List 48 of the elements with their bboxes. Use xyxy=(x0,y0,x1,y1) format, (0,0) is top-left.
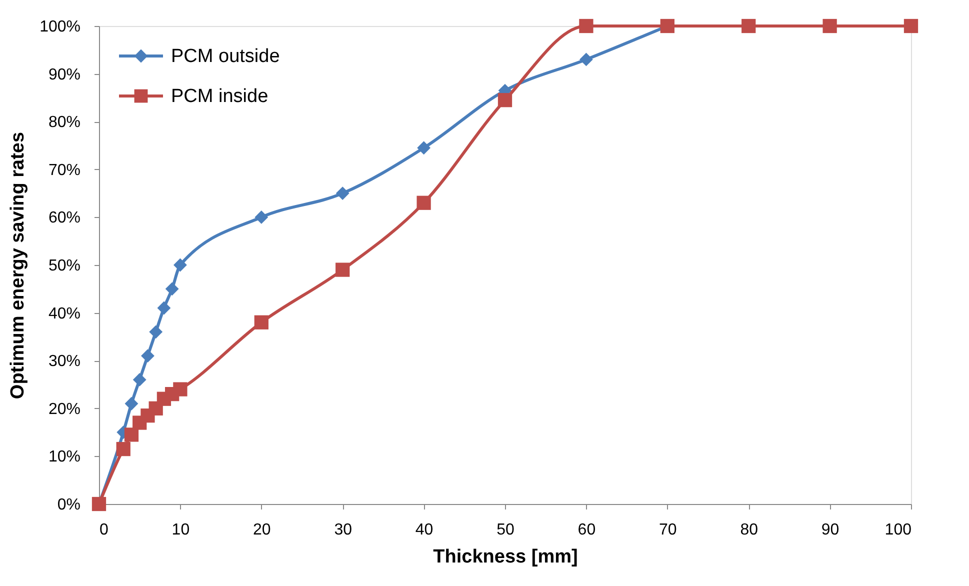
point xyxy=(336,262,350,277)
x-tick-label: 40 xyxy=(415,522,434,538)
point xyxy=(579,52,593,66)
x-tick-label: 90 xyxy=(821,522,840,538)
point xyxy=(124,396,138,410)
y-tick-label: 60% xyxy=(48,210,80,227)
x-tick-label: 60 xyxy=(578,522,596,538)
point xyxy=(149,325,163,339)
point xyxy=(822,18,837,34)
point xyxy=(254,315,268,330)
y-tick-label: 50% xyxy=(48,258,80,274)
legend-label: PCM inside xyxy=(171,86,268,107)
y-tick-label: 10% xyxy=(48,448,80,466)
point xyxy=(416,196,431,210)
point xyxy=(157,301,171,315)
y-tick-label: 80% xyxy=(48,114,80,132)
point xyxy=(141,349,154,363)
x-tick-label: 20 xyxy=(253,522,271,538)
point xyxy=(742,18,756,34)
point xyxy=(254,210,268,224)
y-tick-label: 30% xyxy=(48,353,80,370)
point xyxy=(116,442,130,456)
x-tick-label: 30 xyxy=(334,522,352,538)
point xyxy=(173,382,188,396)
x-tick-label: 70 xyxy=(659,522,677,538)
point xyxy=(173,258,187,272)
point xyxy=(904,18,918,34)
x-tick-label: 100 xyxy=(884,522,912,538)
x-axis-title: Thickness [mm] xyxy=(433,546,578,568)
point xyxy=(132,373,146,386)
point xyxy=(417,141,431,155)
point xyxy=(165,282,179,296)
y-tick-label: 100% xyxy=(40,18,80,36)
y-tick-label: 90% xyxy=(48,66,80,84)
point xyxy=(498,93,512,108)
point xyxy=(579,18,594,34)
x-tick-label: 10 xyxy=(172,522,190,538)
point xyxy=(124,428,139,442)
y-tick-label: 20% xyxy=(48,400,80,418)
point xyxy=(336,186,350,200)
y-tick-label: 0% xyxy=(57,496,80,514)
legend-label: PCM outside xyxy=(171,46,280,67)
x-tick-label: 0 xyxy=(100,522,108,538)
x-tick-label: 80 xyxy=(740,522,758,538)
y-tick-label: 70% xyxy=(48,162,80,179)
y-tick-label: 40% xyxy=(48,305,80,322)
y-axis-title: Optimum energy saving rates xyxy=(8,132,29,400)
x-tick-label: 50 xyxy=(496,522,514,538)
